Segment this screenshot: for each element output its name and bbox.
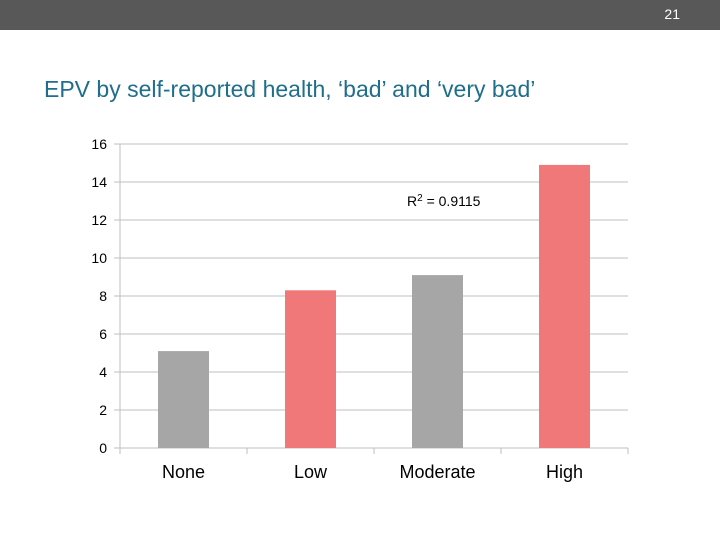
x-category-label: Low	[294, 462, 328, 482]
chart-bars	[158, 164, 590, 448]
bar-low	[285, 290, 336, 448]
y-tick-label: 14	[91, 174, 107, 190]
y-tick-label: 6	[99, 326, 107, 342]
bar-high	[539, 164, 590, 448]
y-tick-label: 0	[99, 440, 107, 456]
y-axis-ticks: 0 2 4 6 8 10 12 14 16	[91, 136, 107, 456]
x-category-label: Moderate	[399, 462, 475, 482]
y-tick-label: 10	[91, 250, 107, 266]
slide-title: EPV by self-reported health, ‘bad’ and ‘…	[44, 76, 536, 102]
bar-moderate	[412, 275, 463, 448]
y-tick-label: 16	[91, 136, 107, 152]
y-tick-label: 12	[91, 212, 107, 228]
x-category-label: None	[162, 462, 205, 482]
y-tick-label: 8	[99, 288, 107, 304]
x-category-label: High	[546, 462, 583, 482]
x-axis-categories: None Low Moderate High	[162, 462, 583, 482]
slide-number: 21	[664, 6, 680, 22]
y-tick-label: 4	[99, 364, 107, 380]
slide-header-bar: 21	[0, 0, 720, 30]
r-squared-annotation: R2 = 0.9115	[407, 193, 481, 210]
bar-none	[158, 351, 209, 448]
y-tick-label: 2	[99, 402, 107, 418]
